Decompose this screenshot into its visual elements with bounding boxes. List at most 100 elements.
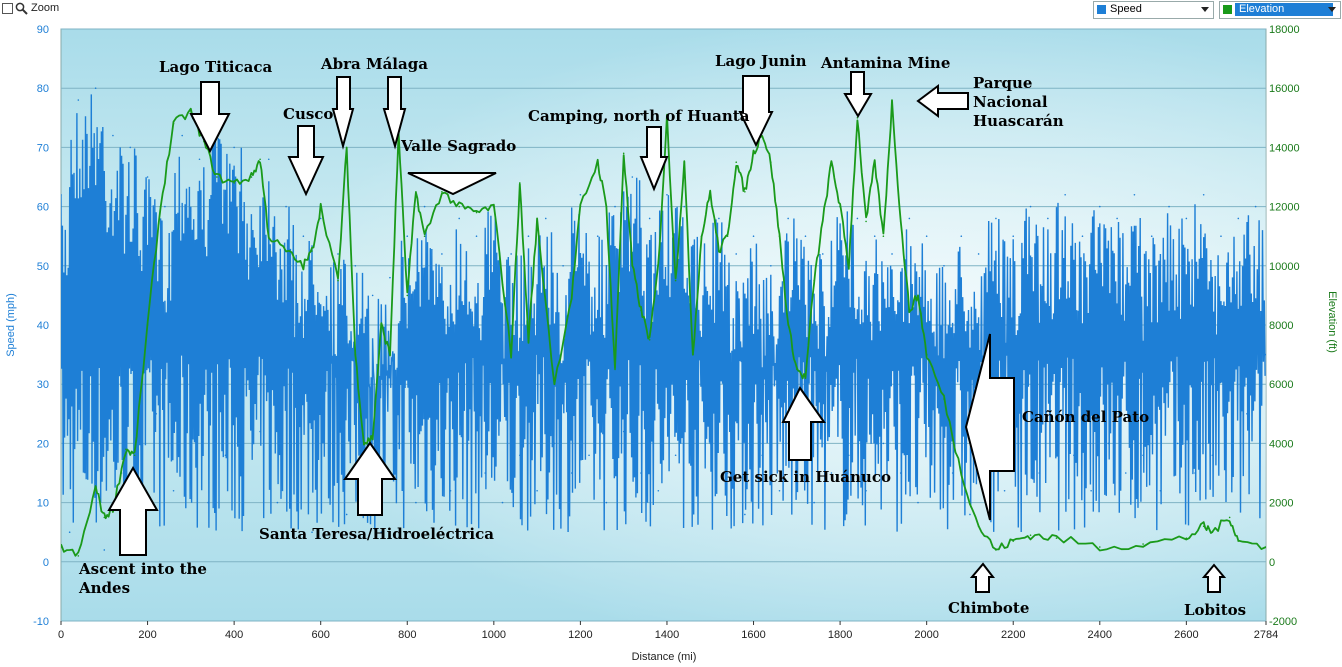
annotation-canon-del-pato: Cañón del Pato [1022,408,1149,426]
speed-point [804,235,807,237]
speed-point [1012,235,1015,237]
elevation-point [674,279,677,282]
speed-point [207,501,209,504]
elevation-series-select[interactable]: Elevation [1219,1,1341,19]
elevation-point [61,546,62,548]
elevation-point [778,235,781,237]
speed-point [1142,454,1144,457]
speed-point [1116,217,1118,220]
arrow-abra-malaga [331,76,355,150]
arrow-lago-titicaca [189,81,231,154]
elevation-point [233,182,235,184]
arrow-cusco [287,125,325,197]
speed-point [1029,205,1032,208]
speed-point [960,235,963,237]
zoom-label[interactable]: Zoom [31,2,60,14]
elevation-point [847,265,850,267]
y-left-tick-label: 50 [37,261,49,273]
speed-point [1237,217,1240,220]
elevation-point [908,309,911,312]
annotation-abra-malaga: Abra Málaga [320,55,428,73]
speed-point [778,489,781,492]
speed-point [544,217,547,220]
speed-point [285,205,287,208]
elevation-point [787,324,789,326]
speed-point [553,442,556,445]
arrow-canon-del-pato [964,333,1015,521]
speed-point [1185,217,1188,220]
y-left-tick-label: 40 [37,320,49,332]
speed-point [1176,442,1179,445]
speed-point [977,253,980,255]
speed-point [458,217,461,220]
arrow-ascent [107,465,159,556]
speed-point [103,549,106,551]
arrow-huanuco [781,386,826,461]
x-tick-label: 2400 [1088,629,1112,641]
speed-point [640,472,642,474]
elevation-point [536,220,538,223]
x-tick-label: 2200 [1001,629,1025,641]
arrow-huascaran [916,84,969,118]
elevation-select-label: Elevation [1239,3,1285,15]
speed-point [830,472,833,474]
elevation-point [622,152,625,155]
elevation-point [960,472,963,474]
elevation-point [267,235,270,237]
elevation-point [94,487,97,489]
elevation-point [899,220,902,223]
y-left-tick-label: 20 [37,438,49,450]
speed-point [328,454,331,457]
speed-series-select[interactable]: Speed [1093,1,1214,19]
speed-point [951,472,954,474]
elevation-point [596,161,599,163]
speed-point [423,205,426,208]
speed-point [467,442,469,445]
y-right-axis-label: Elevation (ft) [1326,291,1338,353]
speed-point [1124,472,1127,474]
elevation-point [995,549,997,551]
speed-point [934,442,937,445]
speed-point [1021,442,1023,445]
x-tick-label: 600 [312,629,330,641]
y-right-tick-label: 8000 [1269,320,1293,332]
y-left-tick-label: 90 [37,24,49,36]
speed-point [536,489,538,492]
speed-point [501,501,504,504]
elevation-point [159,205,162,208]
speed-point [181,134,183,137]
speed-point [259,430,261,433]
speed-point [415,501,417,504]
speed-point [692,501,694,504]
y-left-tick-label: 0 [43,557,49,569]
elevation-point [813,279,815,282]
y-left-axis-label: Speed (mph) [5,293,17,357]
speed-point [61,193,62,196]
elevation-point [657,265,660,267]
speed-point [596,235,599,237]
speed-point [925,235,928,237]
speed-point [865,489,867,492]
elevation-point [146,324,149,326]
speed-point [510,253,512,255]
x-axis-label: Distance (mi) [632,651,697,663]
speed-point [86,442,88,445]
zoom-checkbox[interactable] [2,3,13,14]
speed-point [449,489,452,492]
speed-point [1073,454,1075,457]
speed-point [190,442,192,445]
speed-point [1038,472,1040,474]
elevation-point [648,339,651,341]
speed-point [380,531,383,533]
speed-point [856,217,859,220]
arrow-chimbote [969,562,996,593]
speed-point [267,158,270,161]
y-right-tick-label: 14000 [1269,142,1300,154]
annotation-ascent-1: Ascent into the [78,560,207,578]
elevation-point [700,235,703,237]
speed-point [1246,413,1248,415]
annotation-huanuco: Get sick in Huánuco [720,468,891,486]
elevation-point [744,191,746,193]
elevation-point [830,161,833,163]
speed-select-label: Speed [1110,3,1142,15]
